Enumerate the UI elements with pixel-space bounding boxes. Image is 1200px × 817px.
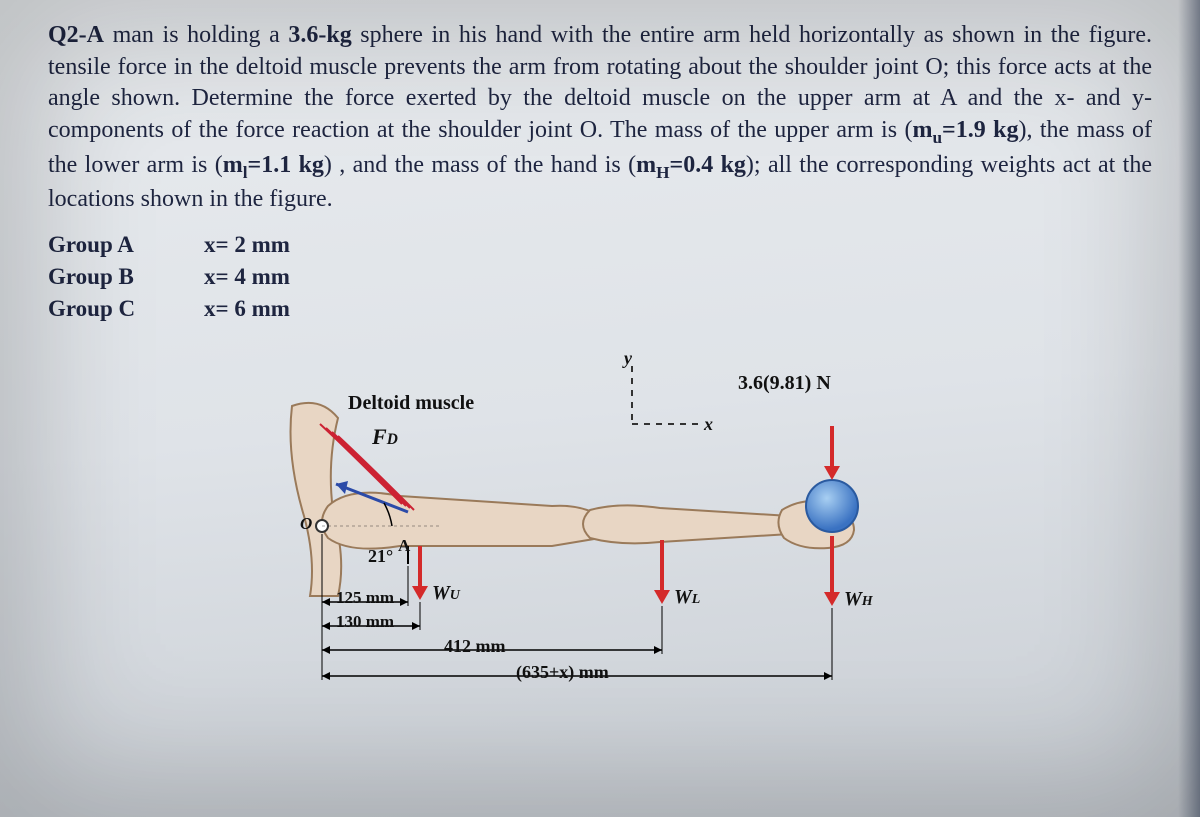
problem-statement: Q2-A man is holding a 3.6-kg sphere in h… [48,20,1152,216]
mass-sphere: 3.6-kg [288,22,351,48]
mh-val: =0.4 kg [670,152,746,178]
group-row: Group B x= 4 mm [48,264,1152,290]
dim-412-label: 412 mm [444,636,506,657]
group-row: Group A x= 2 mm [48,232,1152,258]
group-value: x= 6 mm [204,296,290,322]
t1: man is holding a [104,22,288,48]
mu-sub: u [932,128,942,147]
group-value: x= 4 mm [204,264,290,290]
q-prefix: Q2-A [48,22,104,48]
group-row: Group C x= 6 mm [48,296,1152,322]
group-name: Group B [48,264,158,290]
group-name: Group C [48,296,158,322]
dim-635x-label: (635+x) mm [516,662,609,683]
deltoid-label: Deltoid muscle [348,392,474,415]
t3: ) , and the mass of the hand is ( [324,152,636,178]
point-o-label: O [300,514,312,534]
wl-label: WL [674,586,700,609]
wu-label: WU [432,582,460,605]
mu-val: =1.9 kg [942,117,1018,143]
ml: m [223,152,243,178]
fd-label: FD [372,424,398,450]
dim-125-label: 125 mm [336,588,394,608]
mh: m [636,152,656,178]
axis-y-label: y [624,348,632,369]
group-value: x= 2 mm [204,232,290,258]
group-name: Group A [48,232,158,258]
dim-130-label: 130 mm [336,612,394,632]
group-list: Group A x= 2 mm Group B x= 4 mm Group C … [48,232,1152,322]
mu: m [912,117,932,143]
point-a-label: A [398,536,410,556]
mh-sub: H [656,162,669,181]
angle-label: 21° [368,546,393,567]
ml-val: =1.1 kg [248,152,324,178]
wh-label: WH [844,588,873,611]
arm-figure: y x Deltoid muscle FD 21° A O 125 mm 130… [280,346,980,706]
sphere-weight-label: 3.6(9.81) N [738,372,831,395]
right-edge-shadow [1178,0,1200,817]
axis-x-label: x [704,414,713,435]
